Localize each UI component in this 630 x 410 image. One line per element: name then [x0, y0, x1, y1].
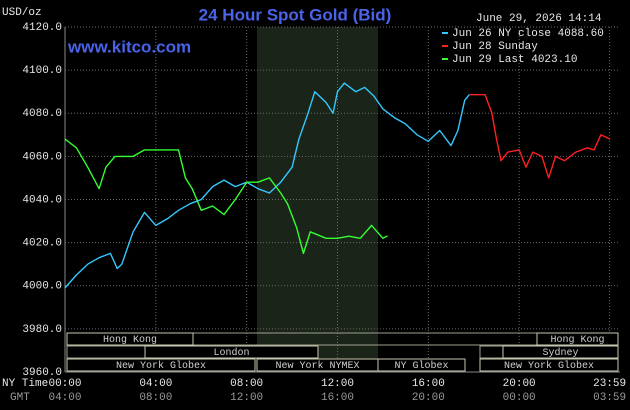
- gmt-label: 04:00: [48, 392, 81, 404]
- site: www.kitco.com: [67, 37, 191, 56]
- session-box: [66, 358, 256, 372]
- x-tick-label: 04:00: [139, 378, 172, 390]
- y-tick-label: 4060.0: [22, 151, 62, 163]
- session-box: [536, 332, 619, 346]
- unit-label: USD/oz: [2, 7, 42, 19]
- legend-label: Jun 29 Last 4023.10: [452, 54, 577, 66]
- y-tick-label: 3960.0: [22, 367, 62, 379]
- session-box: [377, 358, 466, 372]
- series-line: [469, 94, 611, 179]
- x-tick-label: 20:00: [503, 378, 536, 390]
- gmt-label: 00:00: [503, 392, 536, 404]
- series-line: [64, 138, 388, 255]
- gmt-label: 16:00: [321, 392, 354, 404]
- x-tick-label: 08:00: [230, 378, 263, 390]
- session-label: NY Globex: [394, 360, 448, 372]
- gmt-label: 03:59: [593, 392, 626, 404]
- gmt-label: 20:00: [412, 392, 445, 404]
- legend-label: Jun 28 Sunday: [452, 41, 538, 53]
- legend-label: Jun 26 NY close 4088.60: [452, 28, 604, 40]
- y-tick-label: 4100.0: [22, 65, 62, 77]
- x2-row-label: GMT: [10, 392, 30, 404]
- series-line: [64, 82, 470, 289]
- y-tick-label: 3980.0: [22, 324, 62, 336]
- timestamp: June 29, 2026 14:14: [476, 13, 602, 25]
- session-label: Sydney: [542, 347, 578, 359]
- chart-title: 24 Hour Spot Gold (Bid): [199, 5, 392, 24]
- x-tick-label: 12:00: [321, 378, 354, 390]
- session-box: [502, 345, 619, 359]
- session-label: Hong Kong: [550, 335, 604, 346]
- session-label: New York NYMEX: [275, 360, 359, 372]
- session-label: New York Globex: [504, 360, 594, 372]
- x-tick-label: 00:00: [48, 378, 81, 390]
- x-row-label: NY Time: [2, 378, 48, 390]
- gmt-label: 12:00: [230, 392, 263, 404]
- y-tick-label: 4120.0: [22, 22, 62, 34]
- session-box: [479, 358, 619, 372]
- y-tick-label: 4080.0: [22, 108, 62, 120]
- gmt-label: 08:00: [139, 392, 172, 404]
- session-box: [66, 332, 194, 346]
- x-tick-label: 16:00: [412, 378, 445, 390]
- y-tick-label: 4040.0: [22, 194, 62, 206]
- session-label: Hong Kong: [103, 335, 157, 346]
- x-tick-label: 23:59: [593, 378, 626, 390]
- y-tick-label: 4000.0: [22, 281, 62, 293]
- session-label: London: [213, 347, 249, 359]
- session-label: New York Globex: [116, 360, 206, 372]
- session-box: [144, 345, 319, 359]
- y-tick-label: 4020.0: [22, 238, 62, 250]
